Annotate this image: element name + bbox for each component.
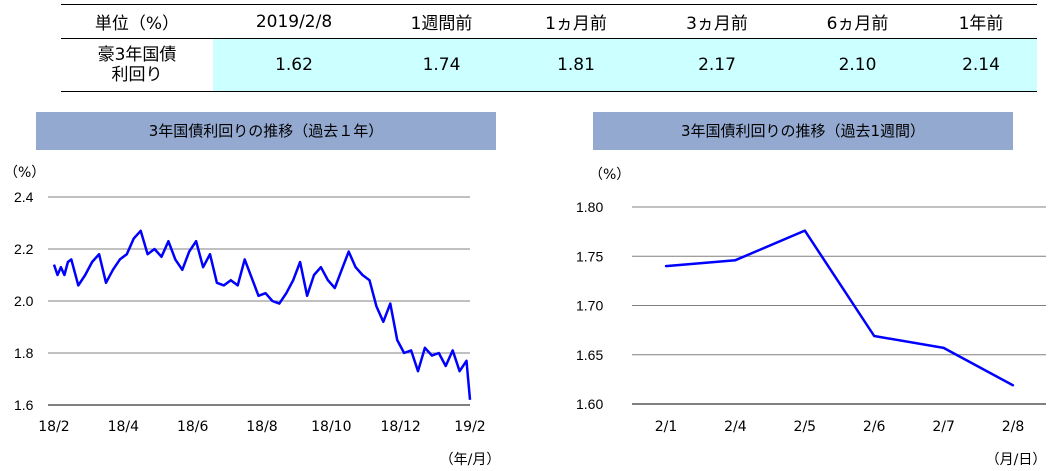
- row-label: 豪3年国債 利回り: [61, 38, 213, 92]
- y-tick-label: 1.60: [576, 396, 603, 412]
- y-tick-label: 2.0: [14, 293, 34, 309]
- data-point: [803, 229, 806, 232]
- data-point: [664, 264, 668, 268]
- y-tick-label: 2.4: [14, 189, 34, 205]
- chart-title-1week: 3年国債利回りの推移（過去1週間）: [593, 112, 1013, 150]
- column-header: 3ヵ月前: [644, 4, 790, 39]
- row-label-line2: 利回り: [111, 65, 163, 85]
- column-header: 1週間前: [375, 4, 508, 39]
- x-tick-label: 2/6: [863, 419, 886, 435]
- x-tick-label: 2/5: [794, 419, 817, 435]
- x-tick-label: 18/12: [380, 419, 420, 435]
- x-tick-label: 18/2: [38, 419, 69, 435]
- summary-header-row: 単位（%） 2019/2/8 1週間前 1ヵ月前 3ヵ月前 6ヵ月前 1年前: [61, 4, 1037, 39]
- unit-label: 単位（%）: [61, 4, 213, 39]
- x-tick-label: 2/1: [655, 419, 678, 435]
- x-tick-label: 19/2: [454, 419, 485, 435]
- y-tick-label: 1.65: [576, 347, 603, 363]
- y-tick-label: 1.80: [576, 199, 603, 215]
- value-cell: 1.62: [213, 38, 375, 92]
- row-label-line1: 豪3年国債: [97, 45, 177, 65]
- series-line: [665, 229, 1014, 387]
- value-cell: 2.10: [790, 38, 925, 92]
- series-line: [52, 229, 472, 400]
- y-axis-unit: （%）: [4, 165, 45, 181]
- x-axis-unit: （年/月）: [440, 452, 501, 468]
- y-tick-label: 1.70: [576, 298, 603, 314]
- x-axis-unit: （月/日）: [986, 452, 1047, 468]
- column-header: 6ヵ月前: [790, 4, 925, 39]
- chart-title-1year: 3年国債利回りの推移（過去１年）: [36, 112, 496, 150]
- data-point: [1011, 384, 1015, 387]
- column-header: 2019/2/8: [213, 4, 375, 39]
- x-tick-label: 18/8: [246, 419, 277, 435]
- column-header: 1ヵ月前: [508, 4, 644, 39]
- summary-value-row: 豪3年国債 利回り 1.62 1.74 1.81 2.17 2.10 2.14: [61, 38, 1037, 92]
- value-cell: 1.81: [508, 38, 644, 92]
- y-tick-label: 1.8: [14, 345, 34, 361]
- x-tick-label: 2/8: [1002, 419, 1025, 435]
- chart-1year: 2.4 2.2 2.0 1.8 1.6 （%） 18/2 18/4 18/6 18/8 18/10 1…: [4, 165, 500, 468]
- y-tick-label: 1.6: [14, 397, 34, 413]
- value-cell: 2.14: [925, 38, 1037, 92]
- y-axis-unit: （%）: [589, 167, 630, 183]
- value-cell: 1.74: [375, 38, 508, 92]
- x-tick-label: 18/6: [177, 419, 209, 435]
- x-tick-label: 2/7: [932, 419, 955, 435]
- y-tick-label: 2.2: [14, 241, 34, 257]
- x-tick-label: 18/4: [108, 419, 140, 435]
- y-tick-label: 1.75: [576, 248, 603, 264]
- x-tick-label: 2/4: [724, 419, 747, 435]
- value-cell: 2.17: [644, 38, 790, 92]
- x-tick-label: 18/10: [311, 419, 351, 435]
- summary-table: 単位（%） 2019/2/8 1週間前 1ヵ月前 3ヵ月前 6ヵ月前 1年前 豪…: [61, 4, 1037, 92]
- chart-1week: 1.80 1.75 1.70 1.65 1.60 （%） 2/1 2/4 2/5 2/6 2/7 2/…: [576, 167, 1046, 468]
- data-point: [734, 258, 737, 262]
- column-header: 1年前: [925, 4, 1037, 39]
- data-point: [942, 346, 945, 350]
- data-point: [873, 334, 876, 338]
